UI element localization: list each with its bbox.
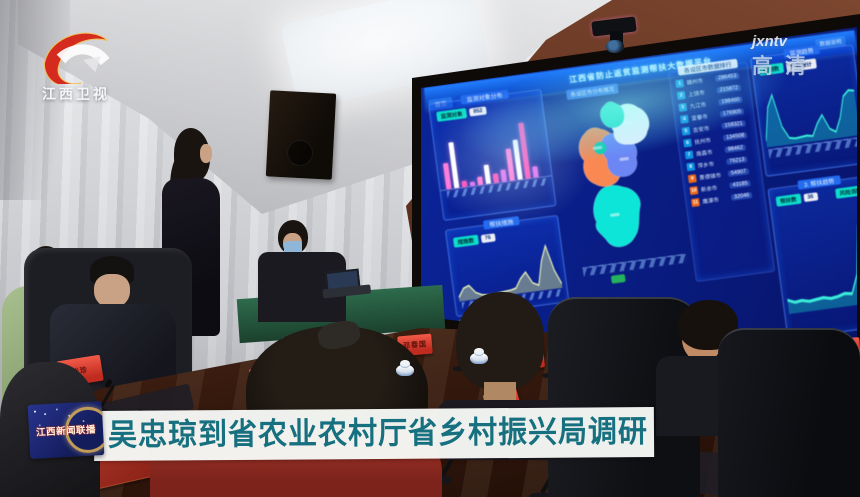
channel-name: 江西卫视 bbox=[42, 86, 110, 102]
badge-stars bbox=[33, 410, 37, 413]
channel-logo: 江西卫视 bbox=[26, 20, 126, 108]
camera-lens bbox=[606, 40, 624, 53]
program-badge: 江西新闻联播 bbox=[27, 401, 105, 459]
map-axis-strip bbox=[582, 253, 687, 277]
trend-panel-bottom: 3. 帮扶趋势 帮扶数 36 风险消除 bbox=[767, 175, 857, 340]
operator-face-mask bbox=[284, 241, 302, 254]
screen-glow bbox=[421, 70, 620, 250]
news-headline: 吴忠琼到省农业农村厅省乡村振兴局调研 bbox=[107, 415, 649, 453]
yellow-area-chart bbox=[458, 243, 563, 302]
teacup bbox=[393, 361, 417, 378]
rank-city: 景德镇市 bbox=[699, 172, 722, 182]
hd-label: 高清 bbox=[752, 55, 818, 78]
area-panel-left: 帮扶措施 措施数 76 bbox=[444, 214, 570, 318]
rank-number: 8 bbox=[686, 162, 696, 172]
station-watermark: jxntv bbox=[752, 33, 788, 50]
leather-chair bbox=[718, 328, 860, 497]
suit-man-face bbox=[94, 274, 130, 308]
rank-city: 新余市 bbox=[700, 185, 718, 194]
legend-value: 36 bbox=[802, 192, 819, 203]
left-column: 监测对象分布 监测对象 852 帮扶措施 措施数 76 bbox=[428, 88, 570, 328]
rank-city: 萍乡市 bbox=[697, 161, 715, 170]
teacup bbox=[467, 349, 491, 366]
legend-chip-b: 风险消除 bbox=[835, 184, 857, 199]
presenter-face bbox=[200, 144, 212, 163]
area-chart-holder bbox=[449, 236, 567, 302]
wall-speaker bbox=[265, 90, 337, 180]
rank-value: 32046 bbox=[730, 191, 753, 201]
curtain-shadow bbox=[0, 0, 70, 200]
channel-logo-icon bbox=[43, 32, 110, 84]
right-person-hair bbox=[456, 292, 544, 390]
rank-number: 9 bbox=[687, 174, 697, 184]
laptop bbox=[321, 268, 372, 301]
speaker-cone bbox=[286, 139, 314, 167]
rank-value: 54907 bbox=[727, 168, 750, 177]
teal-area-chart-bottom bbox=[787, 213, 857, 315]
rank-city: 鹰潭市 bbox=[702, 197, 720, 206]
news-caption-bar: 吴忠琼到省农业农村厅省乡村振兴局调研 bbox=[93, 407, 655, 461]
rank-value: 43185 bbox=[729, 180, 752, 189]
rank-number: 10 bbox=[689, 186, 699, 196]
microphone bbox=[522, 450, 564, 497]
rank-value: 76213 bbox=[726, 156, 748, 166]
legend-chip-a: 帮扶数 bbox=[775, 193, 802, 207]
rank-number: 11 bbox=[691, 198, 700, 208]
area-chart-holder bbox=[771, 196, 857, 315]
map-green-button bbox=[610, 273, 626, 284]
video-camera bbox=[588, 16, 644, 58]
